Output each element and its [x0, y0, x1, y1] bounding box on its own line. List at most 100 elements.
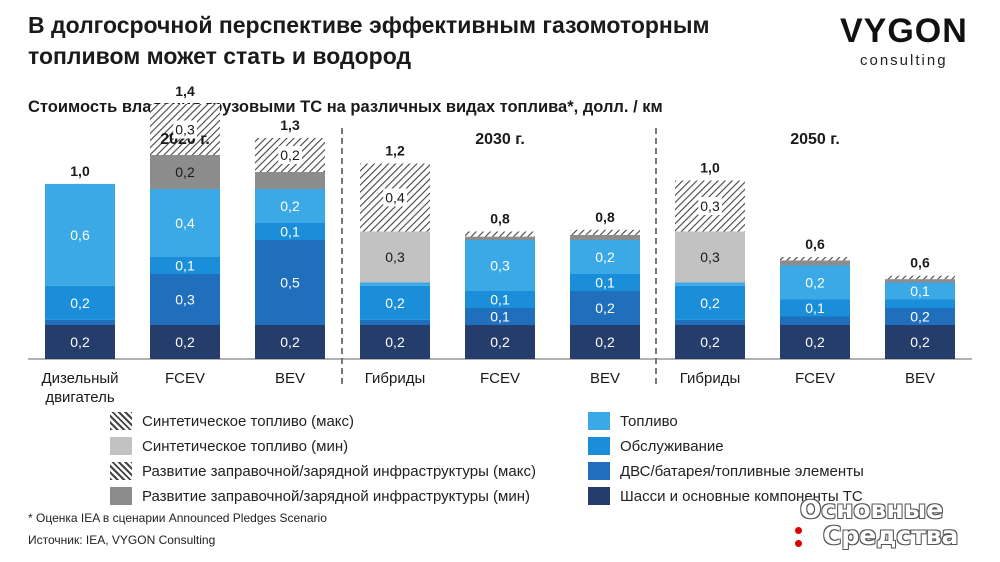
legend-label: Развитие заправочной/зарядной инфраструк…	[142, 487, 531, 505]
category-label: BEV	[905, 370, 935, 387]
segment-label: 0,2	[910, 309, 930, 325]
bar-total-label: 1,0	[700, 160, 720, 176]
bar-segment	[465, 236, 535, 240]
bar-segment	[570, 291, 640, 325]
group-header: 2020 г.	[160, 131, 210, 148]
bar-segment	[780, 257, 850, 261]
segment-label-bg	[698, 197, 722, 215]
labels-layer: 2020 г. 2030 г. 2050 г. 0,2 0,2 0,6 1,0 Дизельн…	[41, 83, 935, 406]
bar-segment	[675, 319, 745, 325]
segment-label: 0,2	[595, 249, 615, 265]
category-label: BEV	[590, 370, 620, 387]
bar-segment	[360, 285, 430, 320]
bar-segment	[675, 325, 745, 359]
legend-item: Шасси и основные компоненты ТС	[588, 486, 863, 506]
vygon-logo: VYGON consulting	[840, 12, 980, 72]
bar-segment	[885, 282, 955, 300]
category-label: BEV	[275, 370, 305, 387]
segment-label: 0,2	[490, 334, 510, 350]
segment-label: 0,3	[385, 249, 405, 265]
bar-segment	[150, 325, 220, 359]
group-header: 2030 г.	[475, 131, 525, 148]
segment-label: 0,2	[280, 198, 300, 214]
bar-segment	[780, 299, 850, 317]
bar-segment	[570, 229, 640, 235]
bar-segment	[45, 319, 115, 325]
category-label: Гибриды	[680, 370, 741, 387]
bar-segment	[150, 257, 220, 274]
legend-swatch	[588, 412, 610, 430]
legend-label: Обслуживание	[620, 437, 724, 455]
bar-segment	[150, 274, 220, 325]
bar-total-label: 1,3	[280, 117, 300, 133]
segment-label-bg	[383, 188, 407, 207]
segment-label: 0,6	[70, 227, 90, 243]
segment-label: 0,2	[385, 334, 405, 350]
legend-item: Обслуживание	[588, 436, 724, 456]
bar-segment	[465, 325, 535, 359]
segment-label: 0,2	[910, 334, 930, 350]
bar-segment	[570, 240, 640, 274]
bar-segment	[360, 319, 430, 325]
bar-segment	[780, 325, 850, 359]
legend-label: ДВС/батарея/топливные элементы	[620, 462, 864, 480]
bar-segment	[780, 316, 850, 325]
category-label: Гибриды	[365, 370, 426, 387]
segment-label: 0,1	[490, 309, 510, 325]
segment-label: 0,1	[805, 300, 825, 316]
legend-item: ДВС/батарея/топливные элементы	[588, 461, 864, 481]
bar-segment	[675, 231, 745, 283]
watermark-dot	[795, 527, 802, 534]
page-title: В долгосрочной перспективе эффективным г…	[28, 12, 710, 69]
watermark-logo: Основные Средства	[795, 495, 990, 555]
watermark-line-1: Основные	[800, 495, 944, 524]
legend-swatch	[588, 437, 610, 455]
legend-swatch	[110, 487, 132, 505]
segment-label: 0,3	[175, 122, 195, 138]
bar-total-label: 1,2	[385, 143, 405, 159]
segment-label: 0,2	[70, 334, 90, 350]
bar-segment	[360, 325, 430, 359]
group-header: 2050 г.	[790, 131, 840, 148]
segment-label: 0,2	[595, 300, 615, 316]
bar-total-label: 0,8	[595, 209, 615, 225]
segment-label-bg	[173, 163, 197, 181]
bar-segment	[465, 231, 535, 237]
logo-subtitle: consulting	[860, 52, 948, 69]
segment-label: 0,2	[700, 295, 720, 311]
bar-segment	[465, 308, 535, 325]
bar-segment	[885, 275, 955, 280]
legend-swatch	[588, 462, 610, 480]
bar-segment	[255, 172, 325, 189]
bar-segment	[675, 282, 745, 286]
category-label: Дизельный	[41, 370, 118, 387]
bar-total-label: 1,0	[70, 163, 90, 179]
source-note: Источник: IEA, VYGON Consulting	[28, 533, 216, 547]
segment-label: 0,1	[175, 258, 195, 274]
bar-segment	[780, 265, 850, 300]
legend-swatch	[110, 412, 132, 430]
bar-segment	[780, 260, 850, 266]
legend-item: Топливо	[588, 411, 678, 431]
bar-segment	[255, 325, 325, 359]
segment-label: 0,2	[280, 334, 300, 350]
segment-label: 0,1	[595, 275, 615, 291]
segment-label-bg	[278, 146, 302, 164]
segment-label: 0,2	[175, 164, 195, 180]
segment-label: 0,3	[490, 258, 510, 274]
bar-segment	[570, 325, 640, 359]
segment-label: 0,2	[280, 147, 300, 163]
segment-label: 0,2	[805, 334, 825, 350]
legend-item: Развитие заправочной/зарядной инфраструк…	[110, 486, 530, 506]
category-label: FCEV	[480, 370, 520, 387]
segment-label: 0,1	[910, 283, 930, 299]
segment-label-bg	[173, 120, 197, 139]
bar-segment	[570, 234, 640, 240]
bar-total-label: 0,6	[805, 236, 825, 252]
category-label: FCEV	[165, 370, 205, 387]
bar-segment	[360, 282, 430, 286]
bar-segment	[885, 279, 955, 283]
segment-label: 0,3	[700, 198, 720, 214]
bars-layer	[28, 104, 972, 388]
bar-segment	[255, 240, 325, 325]
